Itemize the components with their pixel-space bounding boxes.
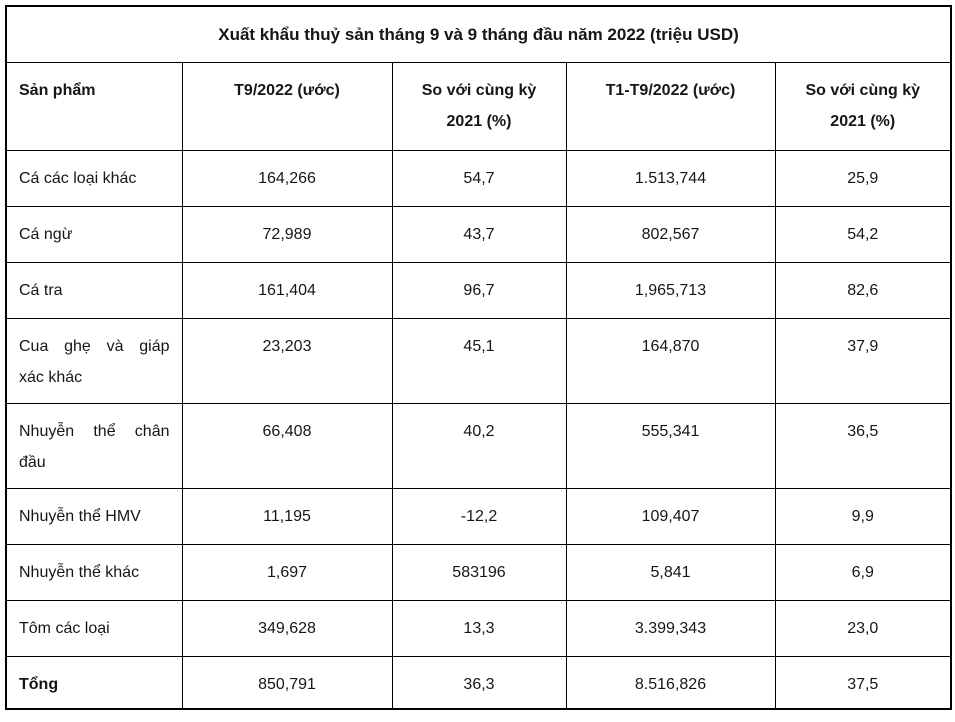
table-row-ca-cac-loai-khac: Cá các loại khác 164,266 54,7 1.513,744 … xyxy=(5,149,952,207)
value-cell: 583196 xyxy=(391,543,567,601)
value-cell: 164,870 xyxy=(565,317,776,404)
value-cell: 13,3 xyxy=(391,599,567,657)
value-cell: 23,0 xyxy=(774,599,952,657)
product-cell: Cua ghẹ và giáp xác khác xyxy=(5,317,183,404)
value-cell: 96,7 xyxy=(391,261,567,319)
product-cell: Tổng xyxy=(5,655,183,710)
value-cell: 54,7 xyxy=(391,149,567,207)
value-cell: 1,697 xyxy=(181,543,393,601)
value-cell: 8.516,826 xyxy=(565,655,776,710)
value-cell: 3.399,343 xyxy=(565,599,776,657)
product-label: Cá các loại khác xyxy=(19,169,137,187)
value-cell: 40,2 xyxy=(391,402,567,489)
table-row-cua-ghe: Cua ghẹ và giáp xác khác 23,203 45,1 164… xyxy=(5,317,952,404)
table-title-row: Xuất khẩu thuỷ sản tháng 9 và 9 tháng đầ… xyxy=(5,5,952,63)
table-row-tom-cac-loai: Tôm các loại 349,628 13,3 3.399,343 23,0 xyxy=(5,599,952,657)
product-label-line1: Cua ghẹ và giáp xyxy=(19,337,170,355)
page: Xuất khẩu thuỷ sản tháng 9 và 9 tháng đầ… xyxy=(0,5,955,722)
value-cell: 802,567 xyxy=(565,205,776,263)
table-row-ca-tra: Cá tra 161,404 96,7 1,965,713 82,6 xyxy=(5,261,952,319)
value-cell: 109,407 xyxy=(565,487,776,545)
product-cell: Nhuyễn thể khác xyxy=(5,543,183,601)
value-cell: 36,3 xyxy=(391,655,567,710)
header-yoy-t1t9-line2: 2021 (%) xyxy=(830,112,896,130)
seafood-export-table: Xuất khẩu thuỷ sản tháng 9 và 9 tháng đầ… xyxy=(5,5,953,710)
value-cell: 23,203 xyxy=(181,317,393,404)
header-yoy-t9: So với cùng kỳ 2021 (%) xyxy=(391,61,567,151)
header-yoy-t9-line2: 2021 (%) xyxy=(446,112,512,130)
product-cell: Nhuyễn thể chân đầu xyxy=(5,402,183,489)
value-cell: 6,9 xyxy=(774,543,952,601)
value-cell: 72,989 xyxy=(181,205,393,263)
table-header-row: Sản phẩm T9/2022 (ước) So với cùng kỳ 20… xyxy=(5,61,952,151)
value-cell: 850,791 xyxy=(181,655,393,710)
product-cell: Nhuyễn thể HMV xyxy=(5,487,183,545)
value-cell: 555,341 xyxy=(565,402,776,489)
value-cell: 37,5 xyxy=(774,655,952,710)
value-cell: 1.513,744 xyxy=(565,149,776,207)
table-row-total: Tổng 850,791 36,3 8.516,826 37,5 xyxy=(5,655,952,710)
total-label: Tổng xyxy=(19,675,59,693)
value-cell: 45,1 xyxy=(391,317,567,404)
header-product: Sản phẩm xyxy=(5,61,183,151)
product-label-line1: Nhuyễn thể chân xyxy=(19,422,170,440)
product-label-line2: đầu xyxy=(19,453,46,471)
product-cell: Cá tra xyxy=(5,261,183,319)
value-cell: 36,5 xyxy=(774,402,952,489)
product-label: Tôm các loại xyxy=(19,619,110,637)
product-label: Nhuyễn thể khác xyxy=(19,563,140,581)
header-yoy-t9-line1: So với cùng kỳ xyxy=(421,81,537,99)
value-cell: 1,965,713 xyxy=(565,261,776,319)
value-cell: 11,195 xyxy=(181,487,393,545)
value-cell: 5,841 xyxy=(565,543,776,601)
product-label: Nhuyễn thể HMV xyxy=(19,507,141,525)
product-label: Cá tra xyxy=(19,281,63,299)
value-cell: 161,404 xyxy=(181,261,393,319)
value-cell: 43,7 xyxy=(391,205,567,263)
table-row-ca-ngu: Cá ngừ 72,989 43,7 802,567 54,2 xyxy=(5,205,952,263)
product-cell: Tôm các loại xyxy=(5,599,183,657)
header-yoy-t1t9-line1: So với cùng kỳ xyxy=(805,81,921,99)
value-cell: 164,266 xyxy=(181,149,393,207)
value-cell: 349,628 xyxy=(181,599,393,657)
table-row-nhuyen-the-chan-dau: Nhuyễn thể chân đầu 66,408 40,2 555,341 … xyxy=(5,402,952,489)
value-cell: 25,9 xyxy=(774,149,952,207)
header-yoy-t1t9: So với cùng kỳ 2021 (%) xyxy=(774,61,952,151)
table-row-nhuyen-the-hmv: Nhuyễn thể HMV 11,195 -12,2 109,407 9,9 xyxy=(5,487,952,545)
header-t1-t9-2022: T1-T9/2022 (ước) xyxy=(565,61,776,151)
value-cell: 82,6 xyxy=(774,261,952,319)
product-cell: Cá ngừ xyxy=(5,205,183,263)
header-t9-2022: T9/2022 (ước) xyxy=(181,61,393,151)
table-title: Xuất khẩu thuỷ sản tháng 9 và 9 tháng đầ… xyxy=(5,5,952,63)
table-row-nhuyen-the-khac: Nhuyễn thể khác 1,697 583196 5,841 6,9 xyxy=(5,543,952,601)
value-cell: 54,2 xyxy=(774,205,952,263)
value-cell: 9,9 xyxy=(774,487,952,545)
value-cell: 66,408 xyxy=(181,402,393,489)
product-cell: Cá các loại khác xyxy=(5,149,183,207)
value-cell: -12,2 xyxy=(391,487,567,545)
value-cell: 37,9 xyxy=(774,317,952,404)
product-label-line2: xác khác xyxy=(19,368,83,386)
product-label: Cá ngừ xyxy=(19,225,73,243)
